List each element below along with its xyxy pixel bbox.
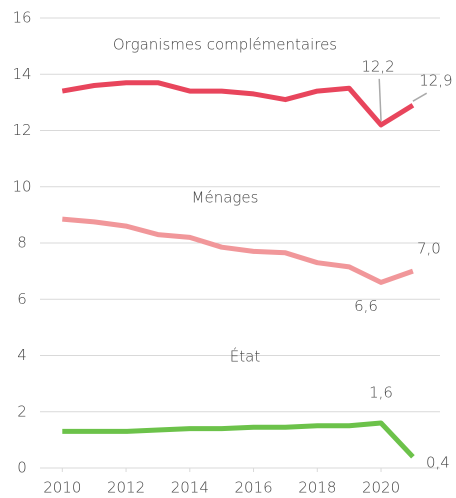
y-tick-label: 16 <box>12 9 31 27</box>
series-line <box>62 216 414 285</box>
series-line <box>62 420 415 459</box>
x-tick-label: 2020 <box>362 479 400 497</box>
leader-line <box>412 92 428 102</box>
x-tick-label: 2012 <box>107 479 145 497</box>
y-tick-label: 10 <box>12 177 31 195</box>
value-label: 7,0 <box>417 240 441 258</box>
y-tick-label: 6 <box>17 290 27 308</box>
series-label: Ménages <box>192 189 259 207</box>
series-label: Organismes complémentaires <box>113 36 337 54</box>
x-tick-label: 2010 <box>43 479 81 497</box>
y-tick-label: 12 <box>12 121 31 139</box>
y-tick-label: 2 <box>17 402 27 420</box>
value-label: 1,6 <box>369 384 393 402</box>
series-label: État <box>230 347 261 366</box>
y-tick-label: 14 <box>12 65 31 83</box>
y-tick-label: 8 <box>17 234 27 252</box>
value-label: 6,6 <box>354 297 378 315</box>
value-label: 0,4 <box>426 453 450 471</box>
series-line <box>61 80 415 128</box>
leader-line <box>378 78 382 121</box>
x-tick-label: 2018 <box>298 479 336 497</box>
x-tick-label: 2014 <box>171 479 209 497</box>
value-label: 12,2 <box>361 57 394 75</box>
x-tick-label: 2016 <box>234 479 272 497</box>
value-label: 12,9 <box>419 72 452 90</box>
y-tick-label: 4 <box>17 346 27 364</box>
y-tick-label: 0 <box>17 459 27 477</box>
